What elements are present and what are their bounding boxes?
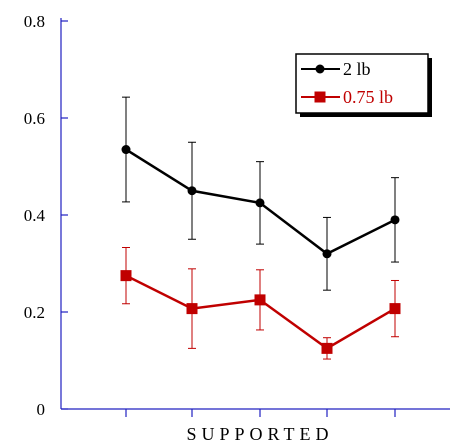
data-point bbox=[321, 342, 333, 354]
data-point bbox=[254, 294, 266, 306]
y-tick-label: 0.6 bbox=[24, 109, 45, 128]
data-point bbox=[187, 186, 197, 196]
x-axis: SUPPORTED bbox=[61, 408, 450, 444]
y-tick-label: 0 bbox=[37, 400, 46, 419]
y-axis: 0 0.2 0.4 0.6 0.8 bbox=[24, 12, 68, 419]
x-axis-label: SUPPORTED bbox=[187, 424, 334, 444]
data-point bbox=[121, 145, 131, 155]
legend-shadow bbox=[428, 58, 432, 117]
legend: 2 lb 0.75 lb bbox=[295, 53, 432, 117]
series-2 bbox=[120, 246, 401, 360]
legend-shadow bbox=[300, 113, 432, 117]
data-point bbox=[390, 215, 400, 225]
legend-label: 0.75 lb bbox=[343, 87, 393, 107]
y-tick-label: 0.4 bbox=[24, 206, 46, 225]
legend-marker bbox=[315, 64, 325, 74]
data-point bbox=[322, 249, 332, 259]
data-point bbox=[186, 303, 198, 315]
data-point bbox=[120, 270, 132, 282]
series-1 bbox=[121, 96, 400, 291]
data-point bbox=[255, 198, 265, 208]
y-tick-label: 0.2 bbox=[24, 303, 45, 322]
legend-label: 2 lb bbox=[343, 59, 371, 79]
data-point bbox=[389, 303, 401, 315]
y-tick-label: 0.8 bbox=[24, 12, 45, 31]
legend-marker bbox=[314, 91, 326, 103]
